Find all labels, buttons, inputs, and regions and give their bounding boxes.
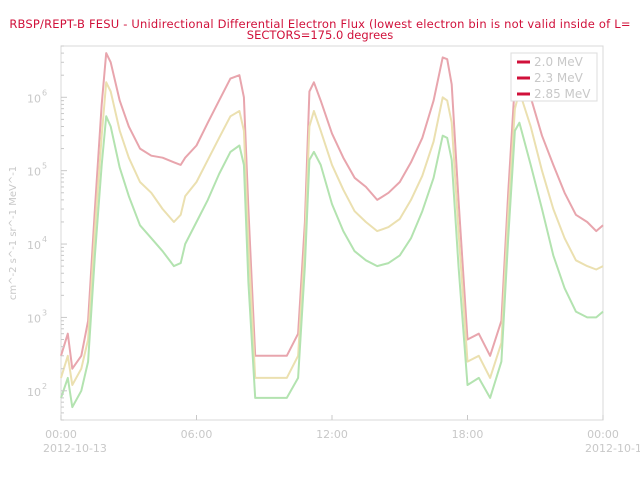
x-tick-date: 2012-10-14 (585, 442, 640, 455)
series-line-2 (60, 81, 604, 386)
x-tick-label: 00:00 (587, 428, 619, 441)
legend-label: 2.3 MeV (534, 71, 584, 85)
y-tick-label: 10 (27, 92, 41, 105)
y-tick-label: 10 (27, 239, 41, 252)
legend-label: 2.0 MeV (534, 55, 584, 69)
y-tick-exponent: 3 (42, 308, 47, 317)
series-layer (60, 52, 604, 409)
series-line-3 (60, 115, 604, 409)
chart-title: RBSP/REPT-B FESU - Unidirectional Differ… (9, 17, 631, 31)
y-tick-exponent: 6 (42, 88, 47, 97)
chart-subtitle: SECTORS=175.0 degrees (246, 28, 394, 42)
y-tick-exponent: 4 (42, 235, 47, 244)
legend: 2.0 MeV 2.3 MeV 2.85 MeV (510, 52, 598, 102)
series-line-1 (60, 52, 604, 370)
y-tick-label: 10 (27, 312, 41, 325)
x-tick-label: 18:00 (452, 428, 484, 441)
y-tick-exponent: 5 (42, 162, 47, 171)
y-tick-label: 10 (27, 386, 41, 399)
x-tick-label: 00:00 (45, 428, 77, 441)
x-tick-label: 12:00 (316, 428, 348, 441)
plot-area (60, 45, 604, 421)
x-tick-date: 2012-10-13 (43, 442, 107, 455)
legend-label: 2.85 MeV (534, 87, 591, 101)
y-axis-label: cm^-2 s^-1 sr^-1 MeV^-1 (8, 166, 19, 300)
y-tick-label: 10 (27, 166, 41, 179)
x-tick-label: 06:00 (181, 428, 213, 441)
y-tick-exponent: 2 (42, 382, 47, 391)
